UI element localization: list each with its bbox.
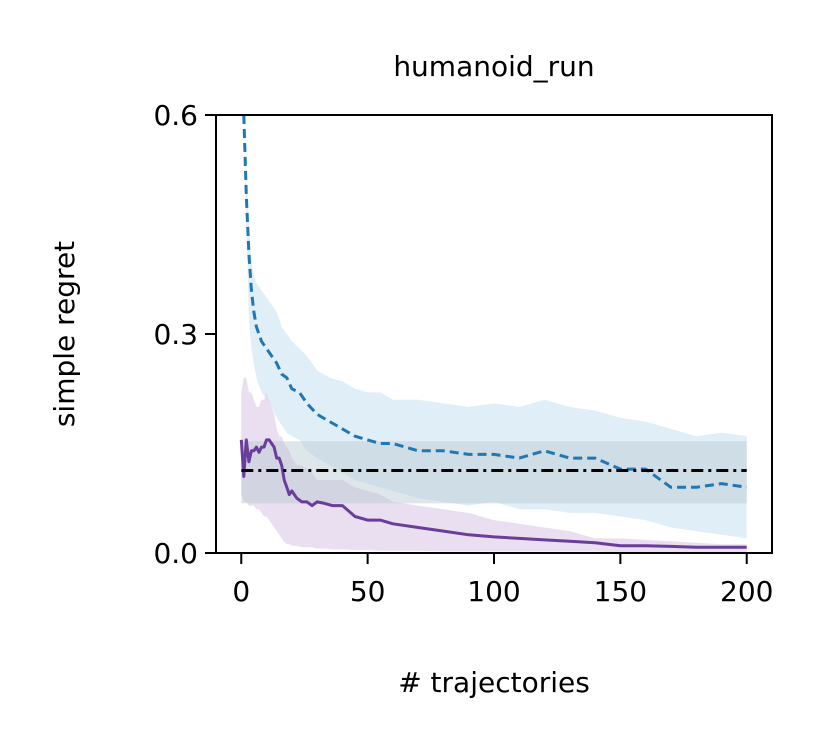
y-axis-ticks: 0.0 0.3 0.6 bbox=[153, 99, 216, 570]
series-lines bbox=[239, 114, 747, 549]
y-tick-label: 0.0 bbox=[153, 537, 198, 570]
chart-title: humanoid_run bbox=[393, 50, 594, 83]
x-tick-label: 0 bbox=[232, 575, 250, 608]
x-tick-label: 200 bbox=[720, 575, 773, 608]
x-axis-label: # trajectories bbox=[398, 666, 590, 699]
line-series-1 bbox=[242, 114, 747, 489]
y-tick-label: 0.3 bbox=[153, 318, 198, 351]
band-series-2 bbox=[241, 377, 747, 553]
y-axis-label: simple regret bbox=[48, 241, 81, 427]
x-axis-ticks: 0 50 100 150 200 bbox=[232, 553, 773, 608]
x-tick-label: 50 bbox=[350, 575, 386, 608]
confidence-bands bbox=[241, 115, 747, 553]
line-series-2 bbox=[239, 438, 747, 549]
band-baseline bbox=[241, 441, 747, 504]
x-tick-label: 100 bbox=[467, 575, 520, 608]
band-series-1 bbox=[243, 115, 747, 539]
y-tick-label: 0.6 bbox=[153, 99, 198, 132]
x-tick-label: 150 bbox=[594, 575, 647, 608]
